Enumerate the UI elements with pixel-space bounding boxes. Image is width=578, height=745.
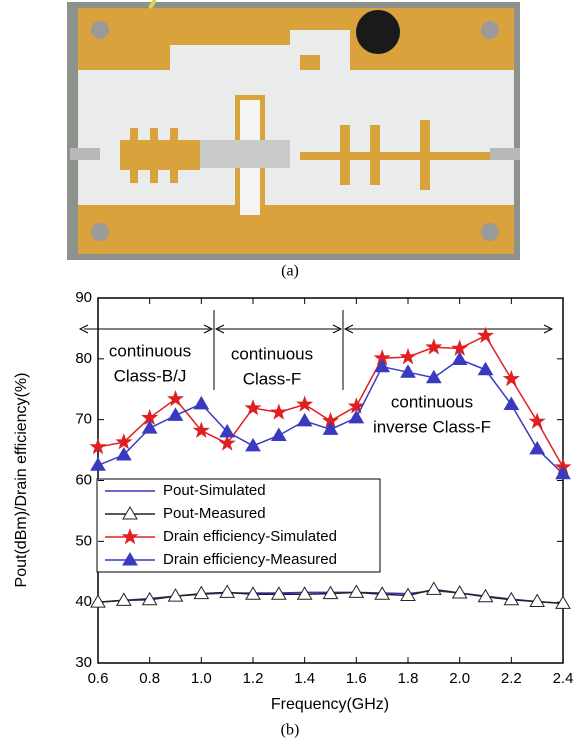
x-tick-label: 1.6 [346, 670, 367, 687]
amplifier-photo [67, 0, 520, 260]
data-point [477, 361, 494, 376]
data-point [245, 586, 261, 600]
data-point [219, 423, 236, 438]
data-point [425, 581, 442, 595]
annotation: Class-B/J [114, 366, 187, 385]
data-point [115, 433, 133, 450]
y-tick-label: 90 [75, 289, 92, 306]
data-point [270, 403, 288, 420]
y-tick-label: 80 [75, 350, 92, 367]
x-axis-label: Frequency(GHz) [271, 696, 389, 713]
data-point [296, 412, 313, 427]
data-point [245, 437, 261, 452]
data-point [166, 389, 185, 407]
legend-marker [121, 527, 139, 545]
data-point [322, 421, 339, 435]
legend-label: Pout-Simulated [163, 482, 266, 499]
annotation: continuous [231, 344, 313, 363]
data-point [503, 396, 520, 410]
data-point [451, 351, 468, 365]
y-tick-label: 70 [75, 411, 92, 428]
data-point [476, 326, 495, 344]
data-point [502, 369, 520, 387]
data-point [89, 437, 107, 455]
data-point [167, 588, 184, 602]
data-point [141, 591, 158, 606]
caption-b: (b) [281, 722, 300, 739]
data-point [218, 434, 236, 451]
data-point [296, 395, 314, 412]
data-point [270, 427, 287, 441]
data-point [244, 399, 262, 416]
data-point [193, 395, 210, 410]
legend-label: Pout-Measured [163, 505, 266, 522]
data-point [115, 592, 132, 606]
data-point [322, 585, 339, 600]
y-tick-label: 60 [75, 471, 92, 488]
data-point [503, 591, 520, 606]
annotation: continuous [391, 392, 473, 411]
data-point [348, 409, 365, 424]
data-point [115, 446, 132, 461]
legend [96, 478, 381, 573]
x-tick-label: 2.0 [449, 670, 470, 687]
legend-marker [122, 506, 138, 520]
data-point [374, 586, 391, 600]
data-point [425, 369, 442, 384]
x-tick-label: 0.6 [88, 670, 109, 687]
x-tick-label: 1.4 [294, 670, 315, 687]
y-tick-label: 50 [75, 532, 92, 549]
x-tick-label: 2.2 [501, 670, 522, 687]
x-tick-label: 1.2 [243, 670, 264, 687]
y-axis-label: Pout(dBm)/Drain efficiency(%) [13, 373, 30, 588]
data-point [219, 584, 236, 598]
legend-marker [122, 552, 138, 566]
region-arrows [78, 310, 554, 390]
data-point [270, 586, 287, 600]
data-point [399, 347, 417, 365]
data-point [374, 358, 391, 373]
data-point [477, 588, 494, 603]
caption-a: (a) [281, 263, 299, 280]
legend-label: Drain efficiency-Simulated [163, 528, 337, 545]
data-point [425, 338, 443, 355]
annotation: inverse Class-F [373, 417, 491, 436]
data-point [90, 594, 106, 608]
legend-label: Drain efficiency-Measured [163, 551, 337, 568]
x-tick-label: 1.0 [191, 670, 212, 687]
data-point [90, 457, 106, 471]
data-point [555, 465, 571, 480]
data-point [400, 587, 416, 601]
data-point [528, 412, 546, 429]
data-point [347, 397, 365, 414]
y-tick-label: 30 [75, 654, 92, 671]
data-point [451, 585, 468, 599]
data-point [141, 420, 158, 434]
data-point [348, 584, 365, 598]
data-point [193, 585, 210, 600]
annotation: Class-F [243, 369, 302, 388]
data-point [192, 421, 210, 438]
x-tick-label: 0.8 [139, 670, 160, 687]
data-point [296, 586, 313, 600]
data-point [167, 407, 184, 421]
x-tick-label: 2.4 [553, 670, 574, 687]
data-point [529, 593, 546, 608]
data-point [555, 595, 571, 609]
data-point [529, 440, 546, 455]
y-tick-label: 40 [75, 593, 92, 610]
annotation: continuous [109, 341, 191, 360]
data-point [400, 364, 416, 378]
x-tick-label: 1.8 [398, 670, 419, 687]
data-point [451, 339, 469, 356]
